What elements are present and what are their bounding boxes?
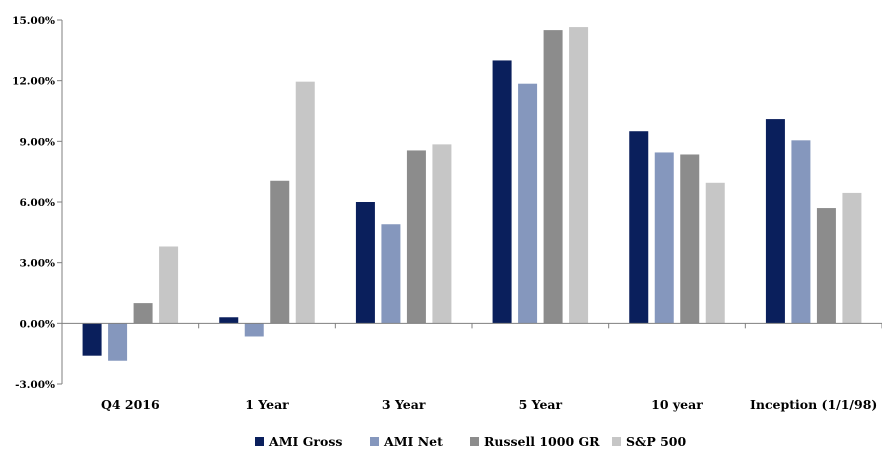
legend-swatch (370, 437, 379, 446)
bar-s-p-500-3 (569, 27, 589, 324)
legend-swatch (470, 437, 479, 446)
bar-s-p-500-2 (432, 144, 452, 324)
legend-item: Russell 1000 GR (470, 434, 600, 449)
y-axis: -3.00% 0.00% 3.00% 6.00% 9.00% 12.00% 15.00% (12, 15, 63, 391)
y-tick-label: 6.00% (19, 197, 55, 209)
bar-ami-net-1 (244, 323, 264, 337)
bar-ami-net-5 (791, 140, 811, 324)
x-axis: Q4 2016 1 Year 3 Year 5 Year 10 year Inceptio… (61, 322, 882, 412)
x-tick-label: 3 Year (382, 397, 426, 412)
legend-swatch (255, 437, 264, 446)
bars (82, 27, 862, 361)
bar-s-p-500-0 (159, 246, 179, 324)
y-tick-label: 9.00% (19, 136, 55, 148)
y-tick-label: 12.00% (12, 76, 55, 88)
bar-russell-1000-gr-4 (680, 154, 700, 324)
bar-ami-gross-0 (82, 323, 102, 356)
legend-swatch (612, 437, 621, 446)
bar-ami-net-0 (108, 323, 128, 361)
bar-russell-1000-gr-0 (133, 303, 153, 324)
bar-ami-gross-3 (492, 60, 512, 324)
bar-ami-net-4 (654, 152, 674, 324)
bar-russell-1000-gr-5 (816, 208, 836, 324)
bar-russell-1000-gr-1 (270, 180, 290, 324)
bar-ami-net-2 (381, 224, 401, 324)
bar-s-p-500-4 (705, 182, 725, 324)
legend-label: AMI Net (383, 434, 443, 449)
x-tick-label: Q4 2016 (101, 397, 160, 412)
bar-russell-1000-gr-3 (543, 30, 563, 324)
x-tick-label: 5 Year (519, 397, 563, 412)
bar-s-p-500-5 (842, 192, 862, 324)
bar-ami-net-3 (518, 83, 538, 324)
bar-ami-gross-1 (219, 317, 239, 324)
bar-russell-1000-gr-2 (406, 150, 426, 324)
legend: AMI Gross AMI Net Russell 1000 GR S&P 500 (255, 434, 686, 449)
legend-item: S&P 500 (612, 434, 686, 449)
bar-ami-gross-5 (765, 119, 785, 324)
legend-item: AMI Gross (255, 434, 342, 449)
bar-ami-gross-2 (355, 202, 375, 324)
x-tick-label: 1 Year (245, 397, 289, 412)
y-tick-label: 0.00% (19, 318, 55, 330)
bar-s-p-500-1 (295, 81, 315, 324)
y-tick-label: 15.00% (12, 15, 55, 27)
x-tick-label: 10 year (651, 397, 703, 412)
y-tick-label: -3.00% (15, 379, 55, 391)
legend-label: S&P 500 (626, 434, 686, 449)
bar-ami-gross-4 (629, 131, 649, 324)
x-tick-label: Inception (1/1/98) (750, 397, 877, 412)
legend-label: AMI Gross (268, 434, 342, 449)
y-tick-label: 3.00% (19, 258, 55, 270)
legend-item: AMI Net (370, 434, 443, 449)
legend-label: Russell 1000 GR (484, 434, 600, 449)
